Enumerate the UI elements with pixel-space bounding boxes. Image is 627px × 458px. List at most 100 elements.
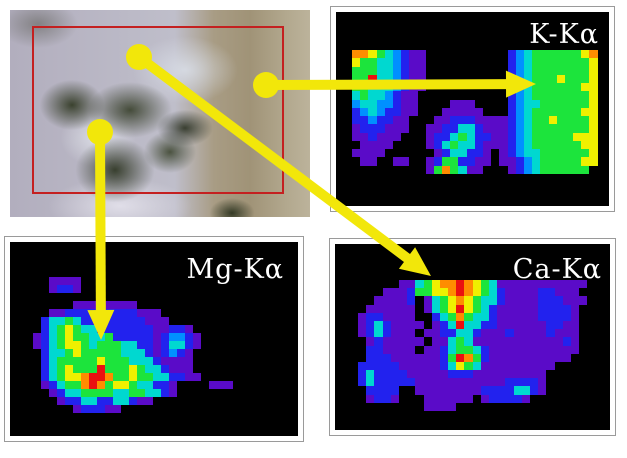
heatmap-cell [217, 293, 225, 301]
heatmap-cell [392, 157, 402, 166]
heatmap-cell [360, 165, 369, 174]
heatmap-cell [546, 353, 555, 362]
heatmap-cell [529, 361, 539, 371]
heatmap-cell [562, 280, 571, 289]
heatmap-cell [113, 325, 121, 333]
heatmap-cell [241, 317, 249, 325]
heatmap-cell [366, 329, 375, 338]
heatmap-cell [384, 107, 393, 117]
heatmap-cell [521, 288, 530, 297]
heatmap-cell [442, 50, 451, 59]
heatmap-cell [57, 325, 65, 333]
heatmap-cell [398, 361, 408, 371]
heatmap-cell [556, 124, 565, 133]
heatmap-cell [546, 370, 555, 379]
heatmap-cell [249, 341, 257, 349]
heatmap-cell [474, 132, 483, 141]
heatmap-cell [33, 381, 41, 389]
heatmap-cell [401, 116, 410, 125]
heatmap-cell [398, 288, 408, 297]
heatmap-cell [521, 394, 530, 403]
heatmap-cell [489, 370, 498, 379]
heatmap-cell [49, 333, 57, 341]
heatmap-cell [121, 341, 129, 349]
heatmap-cell [456, 402, 465, 411]
heatmap-cell [352, 83, 361, 92]
heatmap-cell [65, 293, 73, 301]
heatmap-cell [41, 341, 49, 349]
heatmap-cell [177, 365, 185, 373]
heatmap-cell [515, 124, 524, 133]
heatmap-cell [169, 365, 177, 373]
heatmap-cell [153, 325, 161, 333]
heatmap-cell [564, 66, 574, 75]
heatmap-cell [450, 165, 459, 174]
heatmap-cell [49, 341, 57, 349]
heatmap-cell [153, 365, 161, 373]
heatmap-cell [33, 285, 41, 293]
heatmap-cell [352, 74, 361, 84]
heatmap-cell [390, 394, 399, 403]
heatmap-cell [121, 325, 129, 333]
heatmap-cell [390, 337, 399, 346]
heatmap-cell [581, 157, 590, 166]
heatmap-cell [458, 58, 467, 67]
heatmap-cell [401, 50, 410, 59]
heatmap-cell [384, 91, 393, 100]
heatmap-cell [89, 373, 97, 381]
heatmap-cell [407, 280, 416, 289]
heatmap-cell [472, 386, 481, 395]
heatmap-cell [458, 116, 467, 125]
heatmap-cell [554, 378, 563, 387]
heatmap-cell [390, 320, 399, 330]
heatmap-cell [153, 317, 161, 325]
heatmap-cell [368, 66, 377, 75]
heatmap-cell [442, 140, 451, 150]
heatmap-cell [185, 365, 193, 373]
heatmap-cell [169, 373, 177, 381]
heatmap-cell [352, 116, 361, 125]
heatmap-cell [81, 293, 89, 301]
heatmap-cell [376, 157, 385, 166]
heatmap-cell [474, 116, 483, 125]
heatmap-cell [507, 157, 516, 166]
heatmap-cell [225, 405, 233, 413]
heatmap-cell [499, 83, 508, 92]
heatmap-cell [121, 381, 129, 389]
heatmap-cell [49, 349, 57, 357]
heatmap-cell [209, 365, 217, 373]
heatmap-cell [433, 165, 443, 174]
heatmap-cell [554, 312, 563, 321]
heatmap-cell [392, 140, 402, 150]
heatmap-cell [546, 378, 555, 387]
heatmap-cell [73, 357, 81, 365]
heatmap-cell [177, 349, 185, 357]
heatmap-cell [407, 329, 416, 338]
heatmap-cell [374, 394, 383, 403]
heatmap-cell [483, 132, 492, 141]
heatmap-cell [382, 280, 391, 289]
heatmap-cell [425, 66, 434, 75]
heatmap-cell [113, 333, 121, 341]
heatmap-cell [466, 124, 475, 133]
heatmap-cell [548, 132, 557, 141]
heatmap-cell [472, 353, 481, 362]
heatmap-cell [417, 83, 426, 92]
heatmap-cell [570, 353, 580, 362]
heatmap-cell [562, 329, 571, 338]
heatmap-cell [417, 149, 426, 158]
heatmap-cell [374, 288, 383, 297]
heatmap-cell [497, 312, 506, 321]
mg-map-background: Mg-Kα [10, 242, 298, 436]
heatmap-cell [374, 304, 383, 313]
heatmap-cell [423, 288, 432, 297]
heatmap-cell [515, 83, 524, 92]
heatmap-cell [241, 373, 249, 381]
heatmap-cell [217, 389, 225, 397]
heatmap-cell [81, 325, 89, 333]
heatmap-cell [556, 58, 565, 67]
heatmap-cell [407, 394, 416, 403]
heatmap-cell [241, 349, 249, 357]
heatmap-cell [439, 312, 449, 321]
heatmap-cell [201, 365, 209, 373]
